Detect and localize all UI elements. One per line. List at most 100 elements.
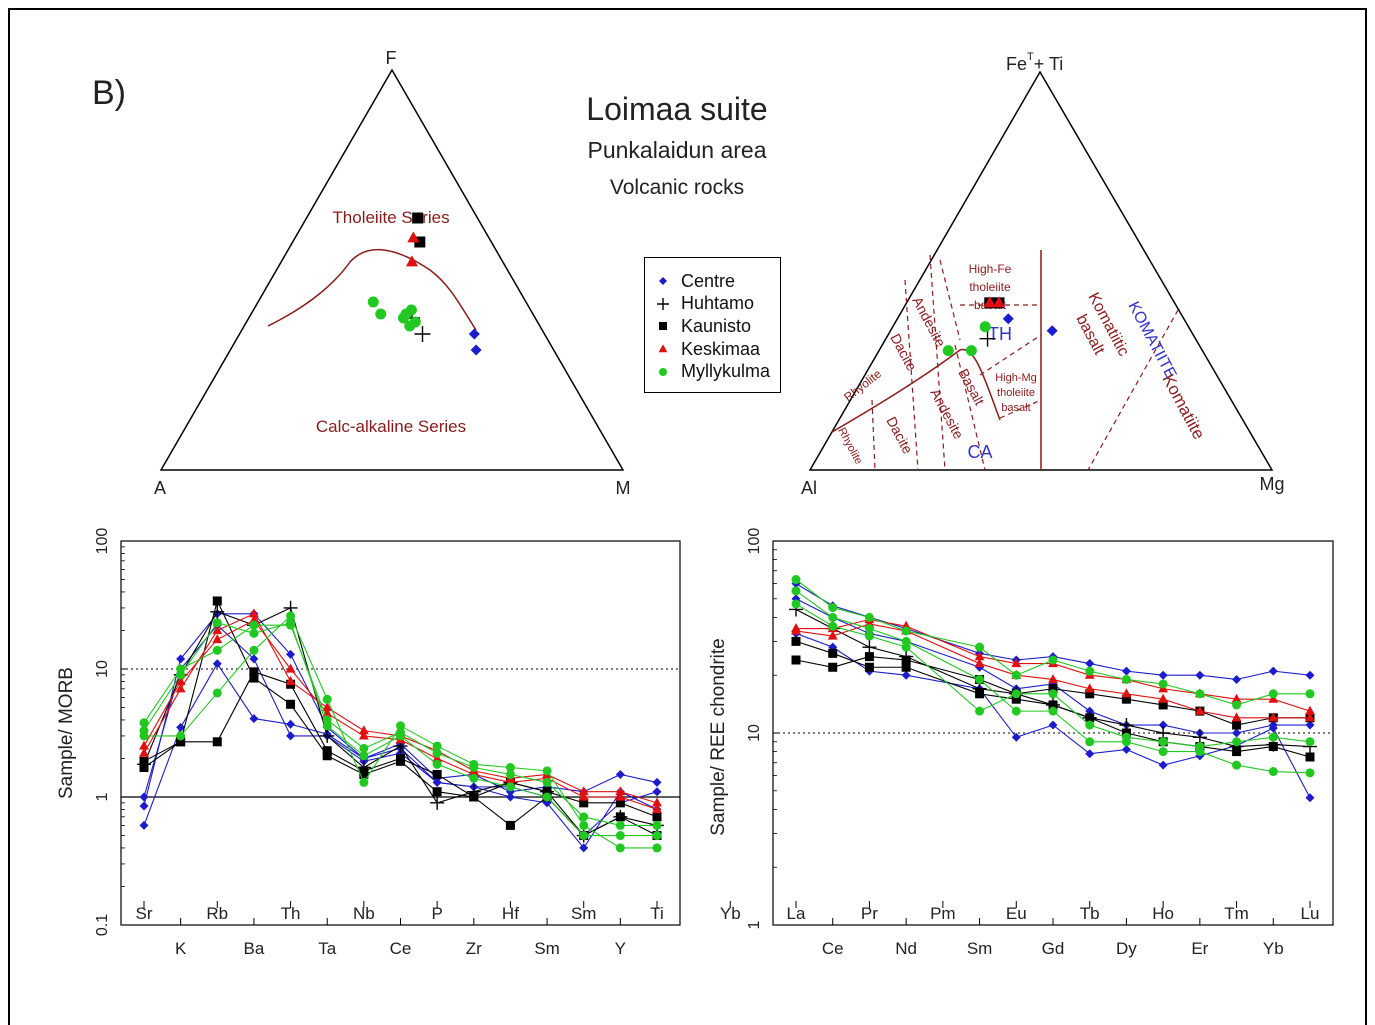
ree-point [1305,768,1315,778]
legend-marker [659,277,667,286]
morb-point [579,820,589,830]
ree-point [1121,745,1131,755]
ree-point [1121,688,1132,698]
ree-series-line [795,640,1311,758]
morb-point [542,766,552,776]
ree-point [864,624,874,634]
afm-point [470,344,482,356]
morb-point [542,777,552,787]
morb-xtick-top-label: Th [281,904,301,923]
morb-point [322,702,333,712]
morb-point [615,791,626,801]
ree-point [1048,706,1058,716]
ree-point [1085,749,1095,759]
morb-point [249,645,259,655]
ree-point [1011,732,1021,742]
ree-point [975,689,985,699]
afm-point [468,328,480,340]
morb-point [175,676,186,686]
ree-point [1305,737,1315,747]
jensen-point [983,296,996,308]
jensen-point [942,345,954,357]
morb-point [212,659,222,669]
ree-point [1158,700,1168,710]
morb-point [432,777,442,787]
morb-point [652,831,662,841]
afm-points [367,212,482,356]
ree-point [1305,689,1315,699]
ree-point [975,642,985,652]
morb-point [139,740,149,750]
jensen-apex-fe: FeT+ Ti [1006,51,1063,74]
morb-point [542,787,552,797]
morb-point [322,746,332,756]
jensen-point [1002,313,1014,325]
ree-point [1158,720,1168,730]
ree-point [1195,742,1205,752]
afm-point [397,312,409,324]
ree-point [1121,674,1131,684]
morb-point [212,645,222,655]
legend-marker [659,367,667,376]
ree-point [901,642,911,652]
jensen-label-basalt-ca: Basalt [955,366,987,408]
morb-point [176,670,186,680]
ree-point [828,612,838,622]
morb-point [542,792,552,802]
morb-point [505,782,515,792]
morb-point [615,831,625,841]
morb-xtick-bottom-label: Zr [466,939,482,958]
morb-xtick-top-label: Sr [136,904,153,923]
morb-ylabel: Sample/ MORB [56,667,77,799]
morb-point [396,721,405,731]
ree-series [789,575,1317,803]
morb-xtick-top-label: Yb [720,904,741,923]
jensen-dash-4 [939,259,961,341]
ree-point [1011,706,1021,716]
ree-point [1195,689,1205,699]
morb-point [396,753,405,763]
afm-point [407,231,420,243]
ree-point [1305,793,1315,803]
legend-marker [658,344,668,353]
morb-point [358,725,369,735]
ree-point [1268,742,1278,752]
morb-point [285,676,296,686]
afm-field-tholeiite: Tholeiite Series [332,208,449,227]
ree-point [1048,700,1058,710]
ree-point [864,662,874,672]
ree-point [1305,712,1315,722]
morb-point [652,843,662,853]
ree-point [1158,760,1168,770]
ree-xtick-top-label: Pr [861,904,878,923]
ree-series-line [795,656,1310,726]
afm-point [405,304,417,316]
afm-apex-m: M [616,478,631,498]
morb-point [139,763,149,773]
jensen-dash-2 [904,279,919,471]
morb-xtick-bottom-label: Ta [318,939,337,958]
ree-point [975,706,985,716]
legend: Centre Huhtamo Kaunisto Keskimaa Myllykulma [644,257,781,393]
morb-point [359,751,369,761]
jensen-tholeiite-boundary [831,348,1001,433]
jensen-field-labels: High-Fe tholeiite basalt Andesite Dacite… [835,262,1208,467]
morb-xtick-top-label: P [431,904,442,923]
ree-ylabel: Sample/ REE chondrite [708,638,729,836]
jensen-label-komatiite-blue: KOMATIITE [1124,299,1179,382]
morb-point [430,795,445,810]
afm-ternary-plot: F A M Tholeiite Series Calc-alkaline Ser… [154,48,631,498]
legend-square-icon [659,322,667,331]
morb-point [615,769,625,779]
ree-point [1085,689,1095,699]
morb-spider-plot: Sample/ MORB 100 10 1 0.1 Sr Rb Th Nb P Hf Sm Ti Yb K… [56,528,741,958]
ree-point [1305,720,1315,730]
ree-point [1232,728,1242,738]
ree-point [1268,712,1279,722]
morb-point [579,831,589,841]
legend-item: Huhtamo [653,293,780,316]
jensen-label-dacite-ca: Dacite [883,414,916,457]
chart-title: Loimaa suite [586,91,767,127]
legend-label: Huhtamo [681,293,755,314]
morb-point [139,792,149,802]
